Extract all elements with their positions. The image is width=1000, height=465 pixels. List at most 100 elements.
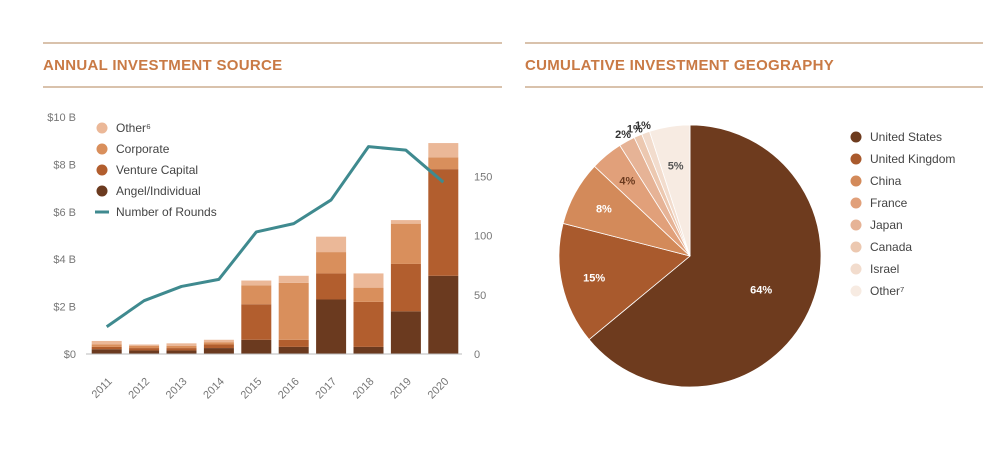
pie-label-united-states: 64%	[750, 284, 772, 296]
bar-venture-capital-2017	[316, 273, 347, 300]
x-tick-label: 2016	[276, 376, 302, 402]
legend-label-china: China	[870, 174, 902, 188]
pie-label-china: 8%	[596, 204, 612, 216]
x-tick-label: 2015	[239, 376, 265, 402]
x-tick-label: 2011	[90, 376, 115, 401]
bar-angel-individual-2020	[428, 275, 459, 354]
y-tick-label: $10 B	[47, 112, 76, 124]
y-tick-label: $8 B	[53, 159, 76, 171]
bar-venture-capital-2015	[241, 304, 272, 340]
bar-other-2017	[316, 236, 347, 253]
bar-other-2014	[203, 339, 234, 343]
legend-label-france: France	[870, 196, 908, 210]
y2-tick-label: 50	[474, 290, 486, 302]
bar-angel-individual-2018	[353, 346, 384, 354]
bar-corporate-2018	[353, 287, 384, 302]
bar-corporate-2011	[91, 344, 122, 347]
bar-angel-individual-2012	[129, 350, 160, 354]
legend-marker-other	[96, 122, 108, 134]
y-tick-label: $4 B	[53, 254, 76, 266]
pie-slice-other	[649, 124, 691, 257]
legend-label-other: Other⁷	[870, 284, 904, 298]
bar-venture-capital-2012	[129, 348, 160, 351]
legend-label-israel: Israel	[870, 262, 899, 276]
bar-venture-capital-2016	[278, 339, 309, 347]
bar-other-2012	[129, 344, 160, 346]
bar-other-2020	[428, 143, 459, 158]
pie-slice-united-kingdom	[558, 222, 691, 341]
pie-label-other: 5%	[668, 160, 684, 172]
y2-tick-label: 150	[474, 171, 492, 183]
left-chart-title: ANNUAL INVESTMENT SOURCE	[43, 57, 283, 74]
bar-venture-capital-2018	[353, 301, 384, 347]
bar-other-2015	[241, 280, 272, 286]
bar-corporate-2012	[129, 345, 160, 349]
legend-label-japan: Japan	[870, 218, 903, 232]
x-tick-label: 2012	[126, 376, 152, 402]
legend-marker-united-states	[850, 131, 862, 143]
pie-label-israel: 1%	[635, 120, 651, 132]
pie-label-japan: 2%	[615, 129, 631, 141]
legend-label-canada: Canada	[870, 240, 912, 254]
x-tick-label: 2019	[388, 376, 414, 402]
right-bottom-rule	[525, 86, 983, 88]
bar-angel-individual-2013	[166, 350, 197, 354]
bar-corporate-2017	[316, 252, 347, 274]
bar-angel-individual-2015	[241, 339, 272, 354]
pie-label-canada: 1%	[627, 123, 643, 135]
bar-venture-capital-2019	[390, 263, 421, 312]
legend-label-united-states: United States	[870, 130, 942, 144]
pie-slice-united-states	[588, 124, 822, 388]
legend-marker-china	[850, 175, 862, 187]
bar-other-2011	[91, 340, 122, 345]
legend-label-venture-capital: Venture Capital	[116, 163, 198, 177]
bar-corporate-2013	[166, 345, 197, 349]
bar-venture-capital-2014	[203, 344, 234, 349]
legend-marker-japan	[850, 219, 862, 231]
bar-corporate-2015	[241, 285, 272, 305]
legend-label-other: Other⁶	[116, 121, 151, 135]
x-tick-label: 2013	[164, 376, 190, 402]
pie-label-united-kingdom: 15%	[583, 272, 605, 284]
bar-venture-capital-2011	[91, 346, 122, 350]
legend-marker-angel-individual	[96, 185, 108, 197]
legend-marker-united-kingdom	[850, 153, 862, 165]
x-tick-label: 2018	[351, 376, 377, 402]
annual-investment-chart: $0 $2 B $4 B $6 B $8 B $10 B 0 50 100 150 2011 2012…	[47, 112, 492, 402]
legend-marker-canada	[850, 241, 862, 253]
y-tick-label: $0	[64, 349, 76, 361]
bar-angel-individual-2014	[203, 348, 234, 354]
bar-other-2019	[390, 220, 421, 224]
pie-label-france: 4%	[619, 175, 635, 187]
legend-marker-corporate	[96, 143, 108, 155]
left-bottom-rule	[43, 86, 502, 88]
bar-corporate-2019	[390, 223, 421, 264]
y-tick-label: $2 B	[53, 302, 76, 314]
line-number-of-rounds	[105, 145, 445, 328]
bar-corporate-2014	[203, 342, 234, 345]
legend-marker-france	[850, 197, 862, 209]
bar-other-2018	[353, 273, 384, 288]
bar-other-2013	[166, 343, 197, 346]
x-tick-label: 2014	[201, 376, 227, 402]
x-tick-label: 2017	[313, 376, 339, 402]
x-tick-label: 2020	[426, 376, 452, 402]
legend-label-corporate: Corporate	[116, 142, 170, 156]
bar-corporate-2020	[428, 157, 459, 170]
y-tick-label: $6 B	[53, 207, 76, 219]
bar-corporate-2016	[278, 282, 309, 340]
bar-angel-individual-2017	[316, 299, 347, 354]
legend-label-angel-individual: Angel/Individual	[116, 184, 201, 198]
bar-angel-individual-2011	[91, 349, 122, 354]
bar-venture-capital-2013	[166, 348, 197, 351]
y2-tick-label: 100	[474, 231, 492, 243]
bar-other-2016	[278, 275, 309, 283]
legend-label-united-kingdom: United Kingdom	[870, 152, 955, 166]
legend-label-number-of-rounds: Number of Rounds	[116, 205, 217, 219]
right-chart-title: CUMULATIVE INVESTMENT GEOGRAPHY	[525, 57, 835, 74]
bar-angel-individual-2016	[278, 346, 309, 354]
bar-venture-capital-2020	[428, 169, 459, 276]
legend-marker-venture-capital	[96, 164, 108, 176]
left-top-rule	[43, 42, 502, 44]
